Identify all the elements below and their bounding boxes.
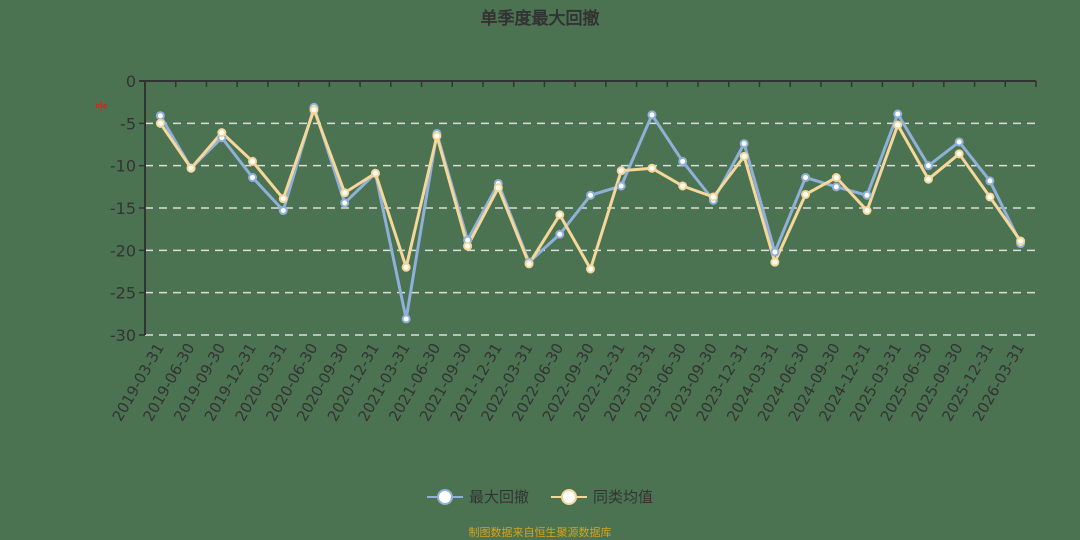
data-point[interactable] [340, 198, 350, 208]
data-point[interactable] [401, 262, 411, 272]
data-point[interactable] [831, 182, 841, 192]
data-point[interactable] [739, 139, 749, 149]
data-point[interactable] [586, 190, 595, 200]
data-point[interactable] [278, 194, 288, 204]
data-point[interactable] [217, 128, 227, 138]
data-point[interactable] [616, 166, 626, 176]
data-point[interactable] [954, 137, 964, 147]
grid-lines [145, 122, 1036, 336]
y-tick-label: -20 [110, 241, 136, 260]
data-point[interactable] [186, 163, 196, 173]
y-tick-label: 0 [126, 72, 136, 91]
data-point[interactable] [678, 181, 688, 191]
data-point[interactable] [770, 257, 780, 267]
data-point[interactable] [770, 247, 780, 257]
data-point[interactable] [647, 163, 657, 173]
data-point[interactable] [155, 118, 165, 128]
data-point[interactable] [678, 156, 688, 166]
y-tick-label: -30 [110, 326, 136, 345]
data-point[interactable] [893, 120, 903, 130]
y-axis-ticks: 0 -5 -10 -15 -20 -25 -30 [110, 72, 145, 345]
y-tick-label: -5 [120, 114, 136, 133]
data-point[interactable] [923, 174, 933, 184]
data-point[interactable] [862, 206, 872, 216]
data-point[interactable] [985, 176, 995, 186]
data-point[interactable] [248, 173, 258, 183]
source-footnote: 制图数据来自恒生聚源数据库 [468, 526, 612, 539]
legend-item-max-drawdown[interactable]: 最大回撤 [426, 486, 529, 507]
data-point[interactable] [340, 188, 350, 198]
data-point[interactable] [278, 206, 288, 216]
data-point[interactable] [647, 110, 657, 120]
data-point[interactable] [1016, 236, 1026, 246]
y-tick-label: -10 [110, 157, 136, 176]
data-point[interactable] [862, 190, 872, 200]
data-point[interactable] [801, 189, 811, 199]
data-point[interactable] [463, 241, 473, 251]
x-axis-ticks: 2019-03-312019-06-302019-09-302019-12-31… [109, 340, 1028, 425]
y-tick-label: -25 [110, 284, 136, 303]
data-point[interactable] [893, 109, 903, 119]
legend: 最大回撤 同类均值 [0, 486, 1080, 507]
data-point[interactable] [524, 259, 534, 269]
data-point[interactable] [432, 131, 442, 141]
data-point[interactable] [985, 192, 995, 202]
chart-title: 单季度最大回撤 [480, 9, 600, 29]
data-point[interactable] [954, 149, 964, 159]
data-point[interactable] [708, 192, 718, 202]
data-point[interactable] [801, 173, 811, 183]
data-point[interactable] [493, 183, 503, 193]
series-lines [155, 102, 1026, 324]
data-point[interactable] [831, 173, 841, 183]
data-point[interactable] [370, 168, 380, 178]
data-point[interactable] [248, 156, 258, 166]
y-tick-label: -15 [110, 199, 136, 218]
data-point[interactable] [555, 210, 565, 220]
data-point[interactable] [155, 111, 165, 121]
data-point[interactable] [309, 105, 319, 115]
legend-label: 同类均值 [593, 488, 654, 506]
legend-marker-yellow-icon [551, 488, 587, 505]
data-point[interactable] [586, 264, 595, 274]
data-point[interactable] [923, 161, 933, 171]
legend-marker-blue-icon [426, 488, 463, 505]
data-point[interactable] [616, 181, 626, 191]
legend-item-peer-average[interactable]: 同类均值 [551, 486, 653, 507]
legend-label: 最大回撤 [468, 488, 529, 506]
data-point[interactable] [401, 314, 411, 324]
data-point[interactable] [739, 151, 749, 161]
data-point[interactable] [555, 229, 565, 239]
